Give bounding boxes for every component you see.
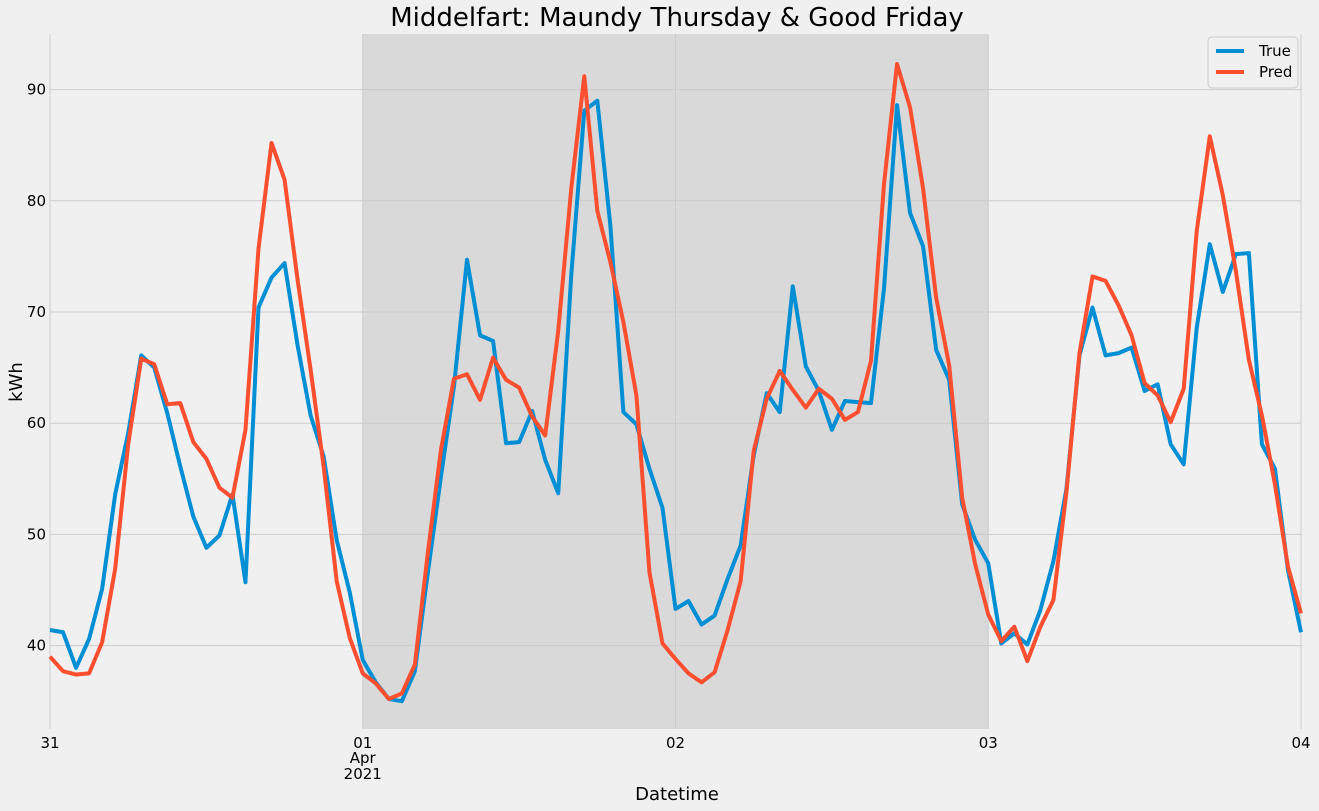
x-tick-sublabel: 2021 <box>344 765 382 783</box>
y-tick-labels: 40 50 60 70 80 90 <box>27 81 46 655</box>
legend-label-true: True <box>1258 42 1291 60</box>
x-tick-label: 03 <box>979 734 998 752</box>
x-tick-label: 02 <box>666 734 685 752</box>
series-line-true <box>49 98 1303 704</box>
x-tick-label: 01 <box>353 734 372 752</box>
legend-label-pred: Pred <box>1259 63 1292 81</box>
x-tick-label: 04 <box>1291 734 1310 752</box>
series-layer <box>48 62 1303 704</box>
legend: True Pred <box>1207 36 1299 89</box>
y-tick-label: 50 <box>27 525 46 543</box>
y-tick-label: 90 <box>27 81 46 99</box>
x-tick-sublabel: Apr <box>350 749 377 767</box>
series-line-pred <box>48 62 1303 701</box>
x-axis-label: Datetime <box>635 784 719 805</box>
chart-title: Middelfart: Maundy Thursday & Good Frida… <box>390 3 964 33</box>
y-axis-label: kWh <box>6 362 27 402</box>
y-tick-label: 80 <box>27 192 46 210</box>
x-gridlines <box>49 34 1302 729</box>
y-tick-label: 40 <box>27 637 46 655</box>
x-tick-label: 31 <box>40 734 59 752</box>
y-tick-label: 60 <box>27 414 46 432</box>
y-tick-label: 70 <box>27 303 46 321</box>
